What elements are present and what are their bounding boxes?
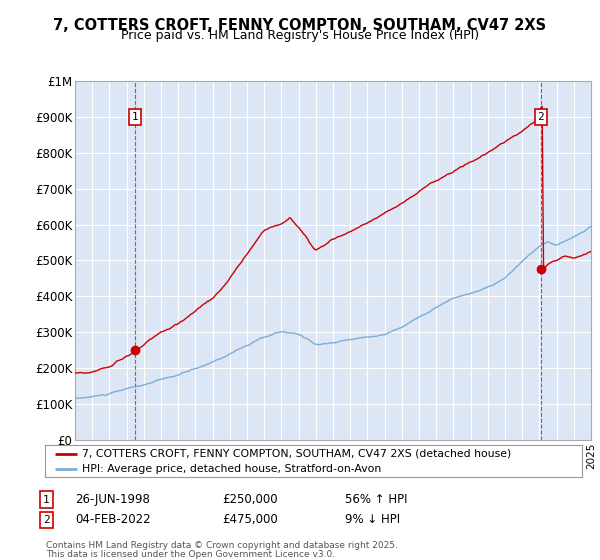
Text: £250,000: £250,000 — [222, 493, 278, 506]
Text: 04-FEB-2022: 04-FEB-2022 — [75, 513, 151, 526]
Text: HPI: Average price, detached house, Stratford-on-Avon: HPI: Average price, detached house, Stra… — [82, 464, 381, 474]
Text: 56% ↑ HPI: 56% ↑ HPI — [345, 493, 407, 506]
Text: Contains HM Land Registry data © Crown copyright and database right 2025.: Contains HM Land Registry data © Crown c… — [46, 542, 398, 550]
Text: £475,000: £475,000 — [222, 513, 278, 526]
Text: 7, COTTERS CROFT, FENNY COMPTON, SOUTHAM, CV47 2XS: 7, COTTERS CROFT, FENNY COMPTON, SOUTHAM… — [53, 18, 547, 33]
Text: 26-JUN-1998: 26-JUN-1998 — [75, 493, 150, 506]
Text: 9% ↓ HPI: 9% ↓ HPI — [345, 513, 400, 526]
Text: 2: 2 — [43, 515, 50, 525]
Text: Price paid vs. HM Land Registry's House Price Index (HPI): Price paid vs. HM Land Registry's House … — [121, 29, 479, 42]
Text: 2: 2 — [538, 112, 544, 122]
Text: 7, COTTERS CROFT, FENNY COMPTON, SOUTHAM, CV47 2XS (detached house): 7, COTTERS CROFT, FENNY COMPTON, SOUTHAM… — [82, 449, 511, 459]
Text: 1: 1 — [132, 112, 139, 122]
Text: This data is licensed under the Open Government Licence v3.0.: This data is licensed under the Open Gov… — [46, 550, 335, 559]
Text: 1: 1 — [43, 494, 50, 505]
